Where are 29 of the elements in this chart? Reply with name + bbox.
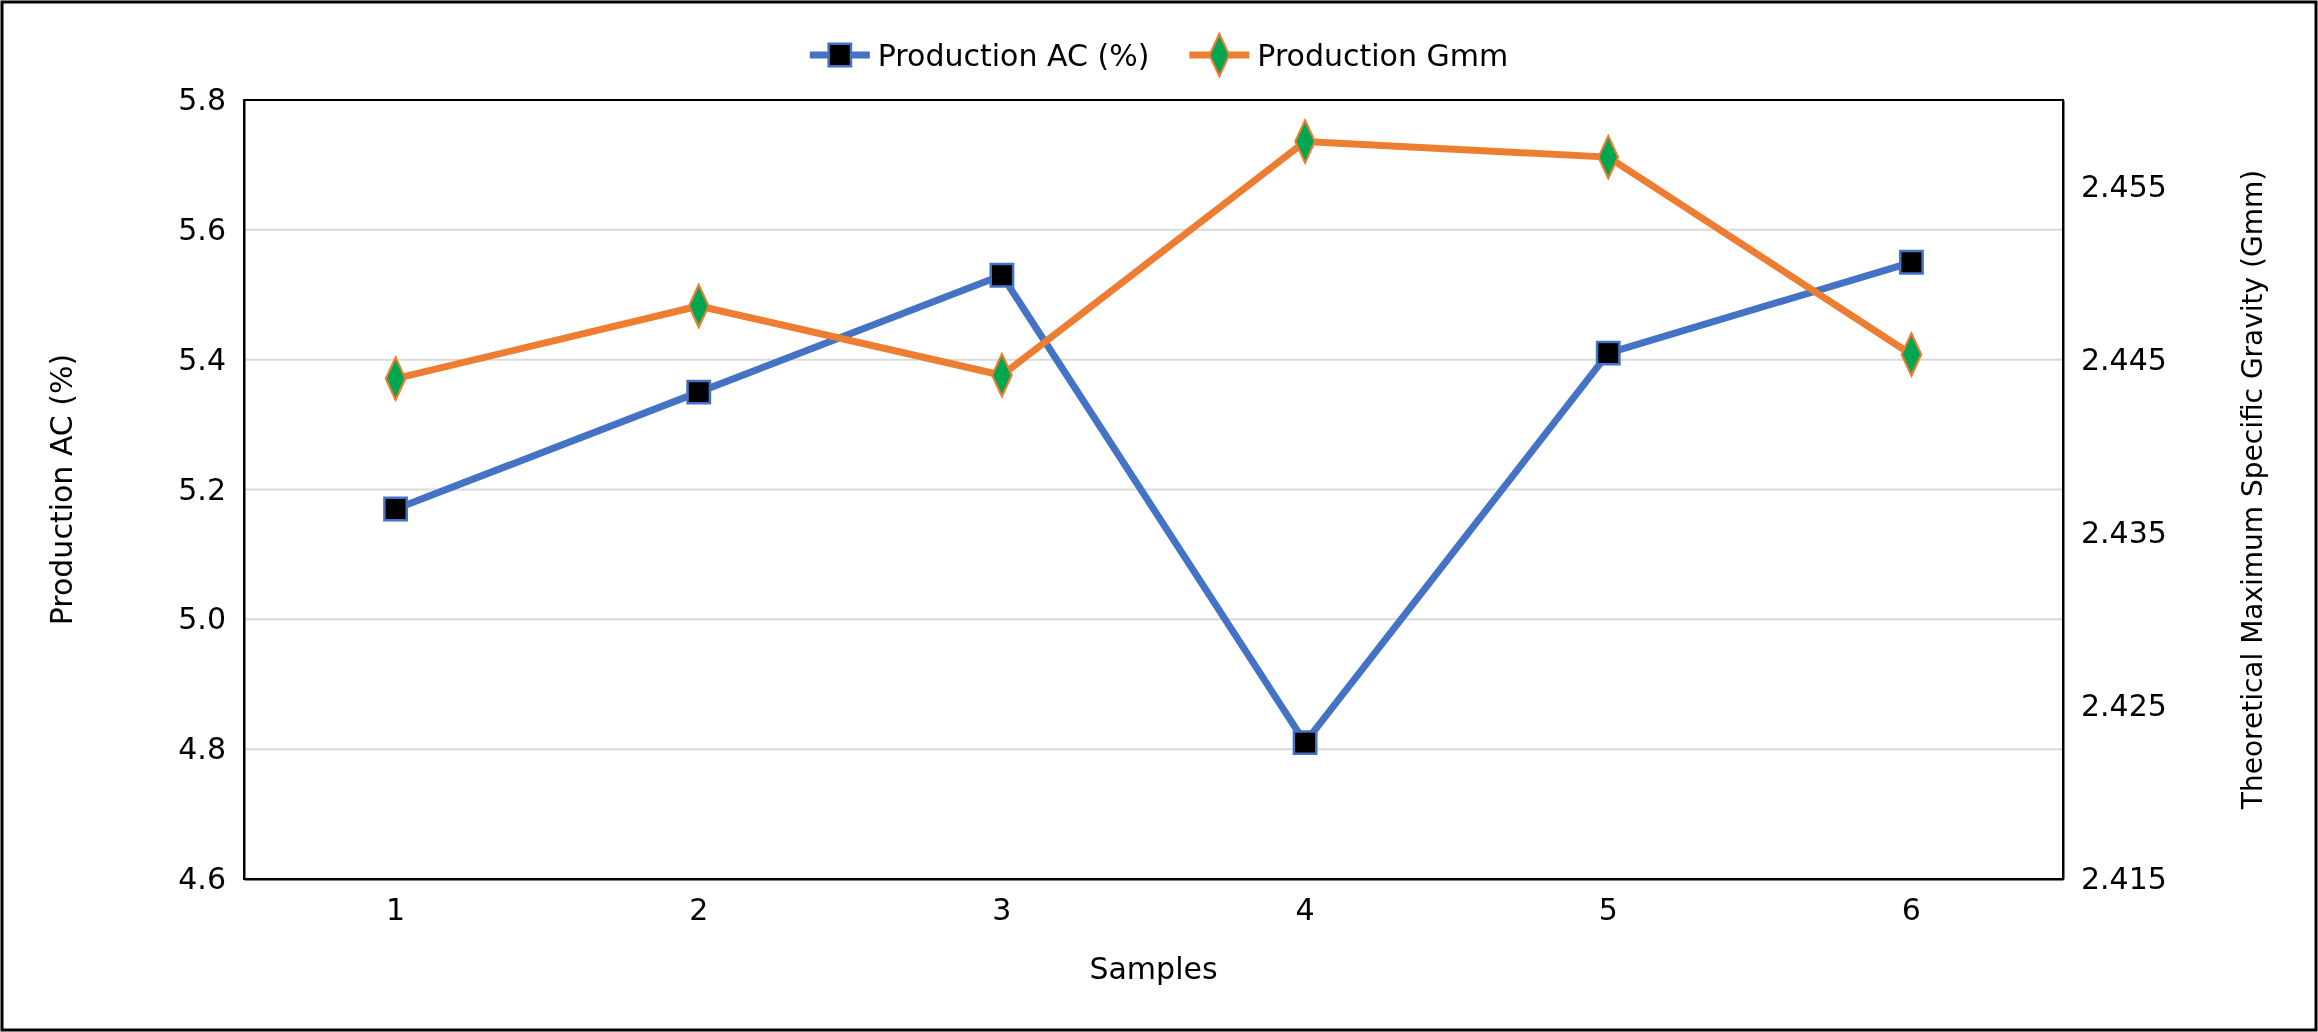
x-tick-label: 5: [1598, 892, 1618, 928]
legend-label: Production AC (%): [877, 38, 1150, 73]
y-tick-label: 5.2: [178, 471, 226, 507]
y2-tick-label: 2.455: [2081, 168, 2167, 204]
y-tick-label: 5.6: [178, 211, 226, 247]
y2-axis-title: Theoretical Maximum Specific Gravity (Gmm): [2236, 169, 2269, 811]
y-tick-label: 5.0: [178, 601, 226, 637]
x-tick-label: 6: [1901, 892, 1921, 928]
y-tick-label: 5.4: [178, 341, 226, 377]
point: [686, 379, 712, 405]
point: [1595, 340, 1621, 366]
point: [1898, 249, 1924, 275]
y-tick-label: 4.6: [178, 861, 226, 897]
x-tick-label: 4: [1295, 892, 1315, 928]
point: [383, 496, 409, 522]
x-tick-label: 3: [992, 892, 1012, 928]
legend-label: Production Gmm: [1257, 38, 1509, 73]
y-tick-label: 5.8: [178, 82, 226, 118]
x-tick-label: 1: [386, 892, 406, 928]
y2-tick-label: 2.415: [2081, 861, 2167, 897]
y-axis-title: Production AC (%): [44, 353, 79, 626]
y-tick-label: 4.8: [178, 731, 226, 767]
point: [1292, 730, 1318, 756]
y2-tick-label: 2.425: [2081, 687, 2167, 723]
point: [989, 262, 1015, 288]
y2-tick-label: 2.445: [2081, 341, 2167, 377]
y2-tick-label: 2.435: [2081, 514, 2167, 550]
x-axis-title: Samples: [1089, 951, 1218, 986]
x-tick-label: 2: [689, 892, 709, 928]
